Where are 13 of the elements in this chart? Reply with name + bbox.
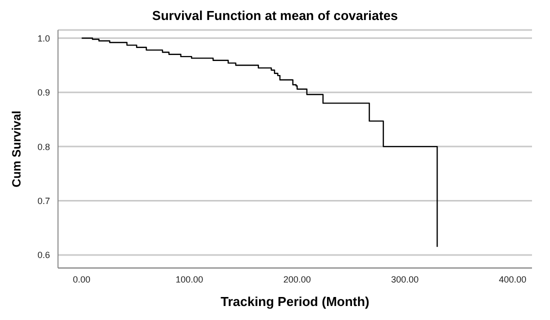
x-tick-label: 0.00	[72, 274, 90, 284]
y-tick-label: 1.0	[37, 33, 50, 44]
x-axis-title: Tracking Period (Month)	[220, 294, 370, 309]
x-tick-label: 100.00	[176, 274, 204, 284]
y-tick-label: 0.9	[37, 88, 50, 98]
x-tick-label: 400.00	[498, 274, 526, 284]
x-tick-label: 300.00	[391, 274, 419, 284]
y-tick-label: 0.7	[37, 196, 50, 206]
x-tick-label: 200.00	[283, 274, 311, 284]
chart-title: Survival Function at mean of covariates	[151, 8, 399, 25]
y-tick-label: 0.8	[37, 142, 50, 152]
y-axis-title: Cum Survival	[9, 110, 24, 188]
y-tick-label: 0.6	[37, 250, 50, 260]
